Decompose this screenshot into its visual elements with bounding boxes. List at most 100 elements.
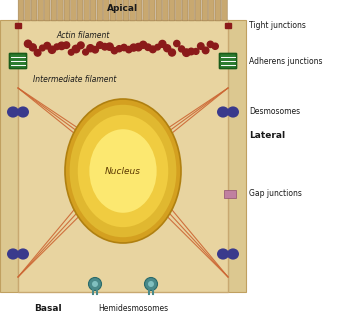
FancyBboxPatch shape xyxy=(123,0,129,21)
FancyBboxPatch shape xyxy=(38,0,44,21)
Circle shape xyxy=(40,45,45,51)
Ellipse shape xyxy=(217,248,229,260)
Circle shape xyxy=(63,42,70,48)
Ellipse shape xyxy=(227,106,239,118)
Circle shape xyxy=(116,46,122,52)
Circle shape xyxy=(193,48,199,54)
Circle shape xyxy=(198,43,204,49)
Circle shape xyxy=(188,48,195,55)
Circle shape xyxy=(111,47,118,54)
FancyBboxPatch shape xyxy=(110,0,116,21)
Circle shape xyxy=(68,49,74,55)
Circle shape xyxy=(207,41,214,47)
FancyBboxPatch shape xyxy=(84,0,89,21)
Circle shape xyxy=(159,41,166,47)
Circle shape xyxy=(102,43,108,50)
Bar xyxy=(18,20,228,292)
Circle shape xyxy=(144,278,158,290)
Circle shape xyxy=(92,46,98,53)
Circle shape xyxy=(44,42,50,49)
FancyBboxPatch shape xyxy=(25,0,30,21)
FancyBboxPatch shape xyxy=(117,0,122,21)
Text: Actin filament: Actin filament xyxy=(56,32,109,41)
Bar xyxy=(15,23,21,28)
Circle shape xyxy=(29,44,36,51)
FancyBboxPatch shape xyxy=(182,0,188,21)
Circle shape xyxy=(34,49,41,56)
Ellipse shape xyxy=(7,248,19,260)
Bar xyxy=(16,110,20,114)
Circle shape xyxy=(24,40,32,47)
FancyBboxPatch shape xyxy=(97,0,103,21)
FancyBboxPatch shape xyxy=(64,0,70,21)
FancyBboxPatch shape xyxy=(156,0,161,21)
Circle shape xyxy=(140,41,147,48)
FancyBboxPatch shape xyxy=(143,0,149,21)
Circle shape xyxy=(58,42,65,49)
FancyBboxPatch shape xyxy=(57,0,63,21)
Ellipse shape xyxy=(89,129,157,213)
FancyBboxPatch shape xyxy=(51,0,57,21)
Bar xyxy=(0,20,18,292)
Ellipse shape xyxy=(7,106,19,118)
Bar xyxy=(16,252,20,256)
FancyBboxPatch shape xyxy=(130,0,135,21)
FancyBboxPatch shape xyxy=(222,0,227,21)
Circle shape xyxy=(48,46,56,53)
Circle shape xyxy=(179,46,185,52)
Bar xyxy=(225,23,231,28)
Circle shape xyxy=(121,44,127,51)
Bar xyxy=(228,20,246,292)
FancyBboxPatch shape xyxy=(176,0,181,21)
FancyBboxPatch shape xyxy=(163,0,168,21)
Circle shape xyxy=(145,44,151,50)
FancyBboxPatch shape xyxy=(90,0,96,21)
Circle shape xyxy=(183,49,190,56)
Circle shape xyxy=(164,45,171,52)
FancyBboxPatch shape xyxy=(220,53,237,68)
Circle shape xyxy=(92,281,98,287)
FancyBboxPatch shape xyxy=(195,0,201,21)
Circle shape xyxy=(148,281,154,287)
Circle shape xyxy=(150,46,156,53)
Bar xyxy=(226,252,230,256)
Ellipse shape xyxy=(217,106,229,118)
Text: Tight junctions: Tight junctions xyxy=(249,22,306,31)
Circle shape xyxy=(78,42,84,49)
Circle shape xyxy=(212,43,218,49)
FancyBboxPatch shape xyxy=(149,0,155,21)
Text: Desmosomes: Desmosomes xyxy=(249,108,300,117)
Bar xyxy=(226,110,230,114)
Ellipse shape xyxy=(17,106,29,118)
Text: Gap junctions: Gap junctions xyxy=(249,190,302,199)
Text: Intermediate filament: Intermediate filament xyxy=(33,75,116,85)
FancyBboxPatch shape xyxy=(71,0,76,21)
FancyBboxPatch shape xyxy=(189,0,195,21)
Circle shape xyxy=(135,43,142,51)
FancyBboxPatch shape xyxy=(18,0,24,21)
Text: Basal: Basal xyxy=(34,304,62,313)
FancyBboxPatch shape xyxy=(136,0,142,21)
Text: Apical: Apical xyxy=(108,4,139,13)
Ellipse shape xyxy=(17,248,29,260)
FancyBboxPatch shape xyxy=(202,0,207,21)
Ellipse shape xyxy=(227,248,239,260)
FancyBboxPatch shape xyxy=(77,0,83,21)
Circle shape xyxy=(83,49,88,55)
Circle shape xyxy=(168,49,175,56)
FancyBboxPatch shape xyxy=(9,53,26,68)
Circle shape xyxy=(54,44,60,50)
FancyBboxPatch shape xyxy=(208,0,214,21)
FancyBboxPatch shape xyxy=(31,0,37,21)
Circle shape xyxy=(130,44,137,51)
FancyBboxPatch shape xyxy=(215,0,221,21)
Circle shape xyxy=(87,45,94,52)
Circle shape xyxy=(126,46,132,53)
Circle shape xyxy=(72,45,80,53)
Ellipse shape xyxy=(78,115,168,227)
Circle shape xyxy=(88,278,102,290)
FancyBboxPatch shape xyxy=(103,0,109,21)
Ellipse shape xyxy=(70,105,176,237)
Circle shape xyxy=(97,42,103,48)
Circle shape xyxy=(155,44,160,50)
